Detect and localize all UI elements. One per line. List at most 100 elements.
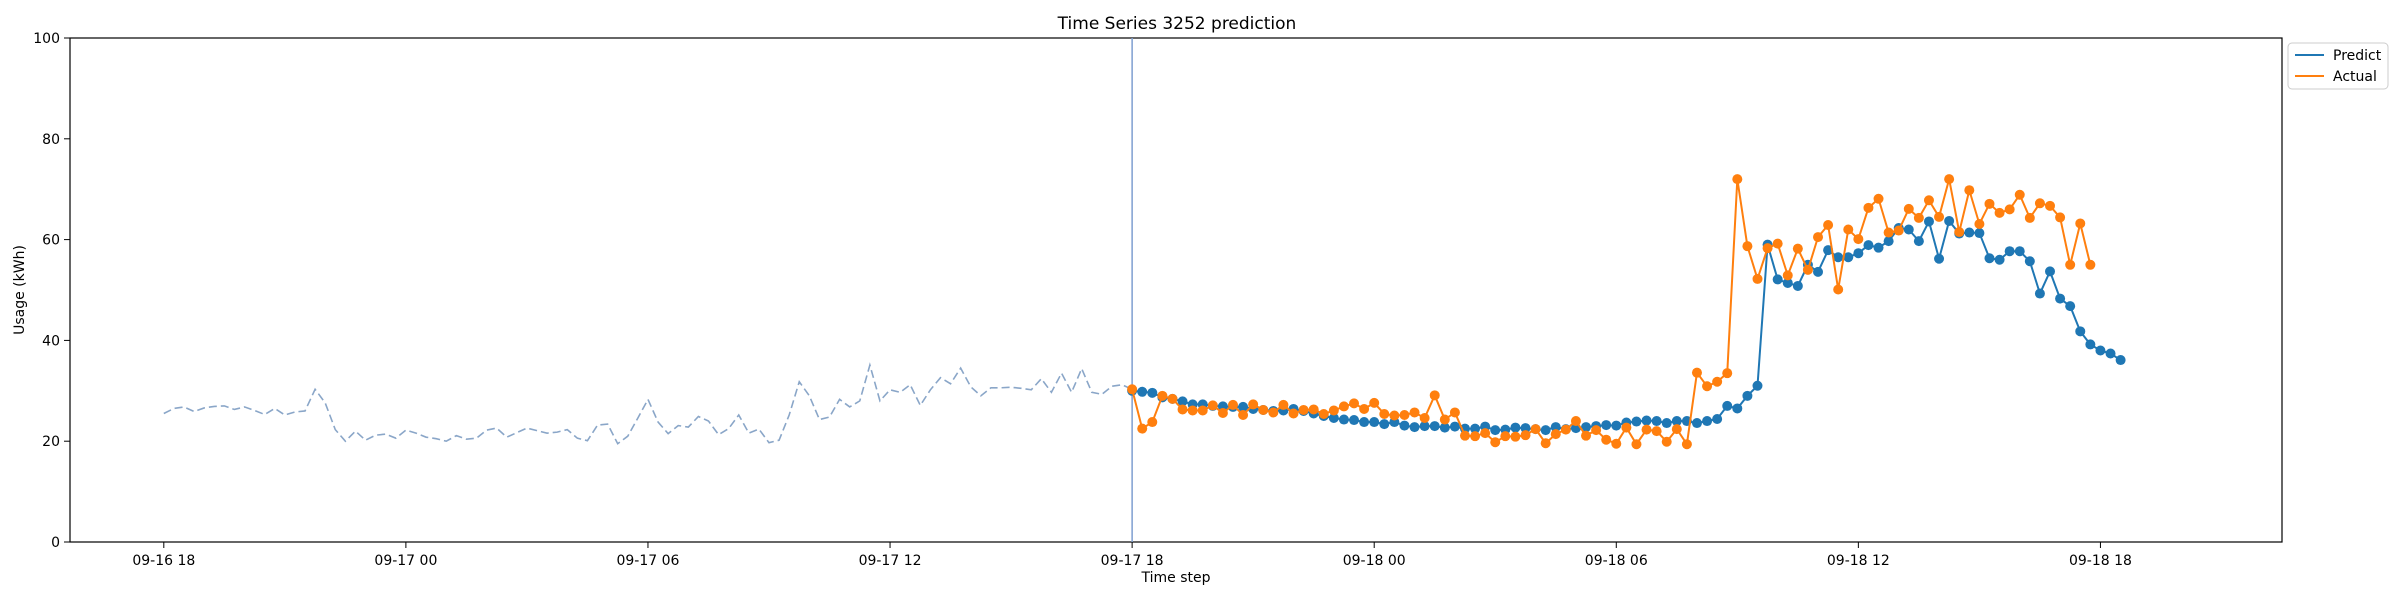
actual-point xyxy=(1813,232,1824,243)
predict-point xyxy=(1419,421,1430,432)
actual-point xyxy=(1520,430,1531,441)
actual-point xyxy=(1601,434,1612,445)
actual-point xyxy=(1581,430,1592,441)
predict-point xyxy=(1520,423,1531,434)
legend-actual-label: Actual xyxy=(2333,69,2377,85)
predict-point xyxy=(1752,380,1763,391)
predict-point xyxy=(1863,240,1874,251)
actual-point xyxy=(2004,204,2015,215)
predict-point xyxy=(1984,253,1995,264)
actual-point xyxy=(1207,400,1218,411)
actual-point xyxy=(1308,404,1319,415)
predict-point xyxy=(1853,248,1864,259)
actual-point xyxy=(1409,407,1420,418)
actual-point xyxy=(1298,404,1309,415)
predict-series xyxy=(1127,215,2126,436)
predict-point xyxy=(1813,266,1824,277)
actual-point xyxy=(1782,270,1793,281)
actual-point xyxy=(1278,399,1289,410)
actual-point xyxy=(1913,212,1924,223)
y-tick-label: 100 xyxy=(33,31,60,47)
actual-point xyxy=(1833,284,1844,295)
actual-point xyxy=(1843,224,1854,235)
x-tick-label: 09-17 00 xyxy=(374,553,437,569)
predict-point xyxy=(2115,355,2126,366)
actual-point xyxy=(1591,425,1602,436)
predict-point xyxy=(2095,345,2106,356)
actual-point xyxy=(1923,195,1934,206)
actual-point xyxy=(1873,193,1884,204)
actual-point xyxy=(1984,198,1995,209)
actual-point xyxy=(1621,422,1632,433)
x-axis-label: Time step xyxy=(1141,570,1211,586)
predict-point xyxy=(1429,421,1440,432)
actual-point xyxy=(1732,174,1743,185)
predict-point xyxy=(1691,418,1702,429)
actual-point xyxy=(1137,423,1148,434)
actual-point xyxy=(1318,408,1329,419)
predict-line xyxy=(1132,218,2122,432)
predict-point xyxy=(1934,253,1945,264)
actual-point xyxy=(1954,227,1965,238)
predict-point xyxy=(1540,425,1551,436)
actual-point xyxy=(1752,273,1763,284)
actual-point xyxy=(1470,431,1481,442)
actual-point xyxy=(1883,227,1894,238)
actual-point xyxy=(1560,424,1571,435)
predict-point xyxy=(1702,416,1713,427)
predict-point xyxy=(1611,420,1622,431)
actual-point xyxy=(2075,218,2086,229)
actual-point xyxy=(1530,424,1541,435)
predict-point xyxy=(1873,242,1884,253)
x-tick-label: 09-18 06 xyxy=(1585,553,1648,569)
x-tick-label: 09-18 00 xyxy=(1343,553,1406,569)
y-tick-label: 60 xyxy=(42,233,60,249)
predict-point xyxy=(1631,416,1642,427)
actual-point xyxy=(2085,259,2096,270)
predict-point xyxy=(1328,413,1339,424)
actual-point xyxy=(1197,405,1208,416)
predict-point xyxy=(1944,215,1955,226)
y-axis: 0 20 40 60 80 100 xyxy=(33,31,70,551)
actual-point xyxy=(1399,409,1410,420)
actual-point xyxy=(2024,212,2035,223)
x-tick-label: 09-17 12 xyxy=(859,553,922,569)
legend: Predict Actual xyxy=(2287,42,2389,90)
predict-point xyxy=(1792,280,1803,291)
x-tick-label: 09-17 06 xyxy=(616,553,679,569)
actual-point xyxy=(1792,243,1803,254)
actual-point xyxy=(1802,264,1813,275)
y-axis-label: Usage (kWh) xyxy=(12,245,28,335)
actual-point xyxy=(1217,407,1228,418)
actual-point xyxy=(1944,174,1955,185)
predict-point xyxy=(1238,401,1249,412)
predict-point xyxy=(1601,420,1612,431)
actual-point xyxy=(1611,438,1622,449)
predict-point xyxy=(1449,421,1460,432)
predict-point xyxy=(1399,420,1410,431)
actual-point xyxy=(1288,408,1299,419)
actual-point xyxy=(1863,202,1874,213)
actual-point xyxy=(1328,405,1339,416)
predict-point xyxy=(1470,423,1481,434)
predict-point xyxy=(1439,422,1450,433)
actual-point xyxy=(2014,189,2025,200)
x-axis: 09-16 18 09-17 00 09-17 06 09-17 12 09-17 18… xyxy=(132,542,2132,569)
predict-point xyxy=(1772,274,1783,285)
actual-series xyxy=(1127,174,2096,450)
predict-point xyxy=(1732,403,1743,414)
actual-point xyxy=(2065,259,2076,270)
actual-point xyxy=(1227,399,1238,410)
actual-point xyxy=(1147,417,1158,428)
x-tick-label: 09-18 12 xyxy=(1827,553,1890,569)
actual-point xyxy=(1681,439,1692,450)
actual-point xyxy=(1369,397,1380,408)
actual-point xyxy=(1974,218,1985,229)
actual-point xyxy=(1702,381,1713,392)
legend-predict-label: Predict xyxy=(2333,48,2382,64)
predict-point xyxy=(1379,419,1390,430)
actual-point xyxy=(1772,238,1783,249)
actual-point xyxy=(2045,200,2056,211)
actual-point xyxy=(1268,407,1279,418)
